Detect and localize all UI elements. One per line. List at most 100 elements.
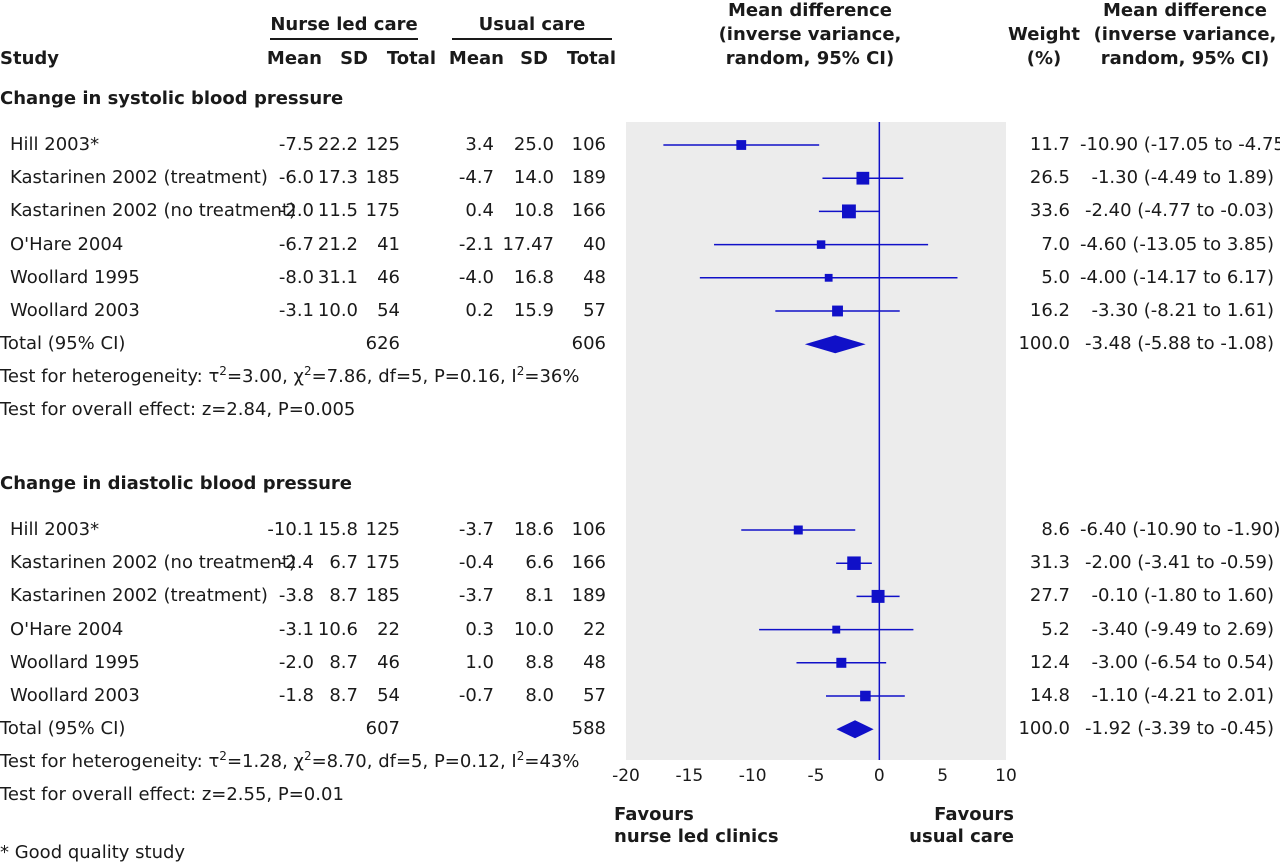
weight-header-line2: (%) — [1026, 48, 1062, 69]
nurse-sd-header: SD — [340, 48, 368, 69]
cell-usual-mean: -0.7 — [458, 685, 494, 706]
cell-nurse-mean: -2.4 — [278, 552, 314, 574]
point-estimate-marker — [824, 273, 833, 282]
cell-usual-mean: -0.4 — [458, 552, 494, 574]
nurse-mean-header: Mean — [266, 48, 322, 69]
cell-usual-total: 22 — [583, 618, 606, 640]
x-tick-label: 0 — [874, 766, 885, 786]
cell-name: Kastarinen 2002 (treatment) — [10, 167, 268, 189]
heterogeneity-tau-sup: 2 — [219, 749, 227, 764]
weight-header-line1: Weight — [1008, 24, 1080, 45]
cell-usual-total: 189 — [571, 585, 606, 607]
cell-usual-sd: 6.6 — [525, 552, 554, 574]
cell-nurse-mean: -8.0 — [278, 266, 314, 288]
heterogeneity-chi: χ — [293, 751, 304, 773]
cell-ci-text: -3.30 (-8.21 to 1.61) — [1091, 300, 1274, 321]
total-label: Total (95% CI) — [0, 333, 126, 355]
x-tick-label: -15 — [675, 766, 703, 786]
cell-usual-total: 57 — [583, 300, 606, 321]
point-estimate-marker — [871, 589, 885, 603]
total-weight: 100.0 — [1018, 718, 1070, 740]
cell-nurse-mean: -1.8 — [278, 685, 314, 706]
md-col-header-line2: (inverse variance, — [1093, 24, 1277, 45]
cell-name: Hill 2003* — [10, 519, 100, 540]
overall-effect-test: Test for overall effect: z=2.55, P=0.01 — [0, 784, 344, 806]
cell-weight: 12.4 — [1029, 651, 1070, 673]
heterogeneity-i-val: =36% — [524, 366, 580, 388]
cell-nurse-sd: 11.5 — [317, 200, 358, 222]
cell-usual-mean: -3.7 — [458, 519, 494, 540]
cell-usual-sd: 15.9 — [513, 300, 554, 321]
md-plot-header-line3: random, 95% CI) — [725, 48, 895, 69]
cell-usual-mean: 0.3 — [465, 618, 494, 640]
x-tick-label: -20 — [612, 766, 640, 786]
cell-weight: 8.6 — [1041, 519, 1070, 540]
point-estimate-marker — [847, 556, 861, 570]
heterogeneity-chi-sup: 2 — [303, 364, 312, 379]
cell-nurse-total: 125 — [365, 519, 400, 540]
heterogeneity-tau: τ — [208, 751, 220, 773]
heterogeneity-chi-sup: 2 — [303, 749, 312, 764]
cell-usual-sd: 8.1 — [525, 585, 554, 607]
cell-nurse-mean: -3.1 — [278, 618, 314, 640]
md-plot-header-line1: Mean difference — [728, 0, 892, 21]
heterogeneity-chi-val: =8.70, df=5, P=0.12, I — [311, 751, 517, 773]
cell-nurse-sd: 10.6 — [317, 618, 358, 640]
cell-nurse-mean: -6.7 — [278, 233, 314, 255]
usual-total-header: Total — [566, 48, 616, 69]
heterogeneity-i-sup: 2 — [516, 364, 525, 379]
cell-nurse-total: 54 — [377, 300, 400, 321]
cell-nurse-sd: 6.7 — [329, 552, 358, 574]
x-tick-label: 10 — [995, 766, 1017, 786]
cell-nurse-mean: -3.1 — [278, 300, 314, 321]
cell-name: Kastarinen 2002 (no treatment) — [10, 552, 297, 574]
point-estimate-marker — [860, 690, 871, 702]
heterogeneity-prefix: Test for heterogeneity: — [0, 366, 209, 388]
cell-weight: 27.7 — [1029, 585, 1070, 607]
heterogeneity-tau-sup: 2 — [219, 364, 227, 379]
cell-nurse-mean: -2.0 — [278, 651, 314, 673]
cell-weight: 16.2 — [1029, 300, 1070, 321]
cell-name: Woollard 1995 — [10, 651, 140, 673]
cell-ci-text: -2.40 (-4.77 to -0.03) — [1085, 200, 1274, 222]
cell-usual-total: 48 — [583, 651, 606, 673]
cell-nurse-sd: 17.3 — [317, 167, 358, 189]
cell-weight: 31.3 — [1029, 552, 1070, 574]
point-estimate-marker — [736, 140, 747, 150]
x-tick-label: -5 — [808, 766, 825, 786]
cell-usual-sd: 14.0 — [513, 167, 554, 189]
md-plot-header-line2: (inverse variance, — [718, 24, 902, 45]
cell-name: Woollard 2003 — [10, 685, 140, 706]
cell-usual-total: 106 — [571, 519, 606, 540]
pooled-diamond — [804, 335, 866, 354]
cell-name: Kastarinen 2002 (no treatment) — [10, 200, 297, 222]
cell-ci-text: -4.60 (-13.05 to 3.85) — [1080, 233, 1274, 255]
cell-name: Hill 2003* — [10, 134, 100, 155]
section-title: Change in diastolic blood pressure — [0, 473, 352, 494]
cell-usual-sd: 8.0 — [525, 685, 554, 706]
usual-sd-header: SD — [520, 48, 548, 69]
cell-nurse-mean: -6.0 — [278, 167, 314, 189]
heterogeneity-i-val: =43% — [524, 751, 580, 773]
total-ci: -3.48 (-5.88 to -1.08) — [1085, 333, 1274, 355]
usual-group-header: Usual care — [478, 14, 586, 35]
cell-usual-sd: 8.8 — [525, 651, 554, 673]
total-weight: 100.0 — [1018, 333, 1070, 355]
cell-usual-total: 166 — [571, 200, 606, 222]
overall-effect-test: Test for overall effect: z=2.84, P=0.005 — [0, 399, 356, 421]
cell-weight: 5.2 — [1041, 618, 1070, 640]
point-estimate-marker — [832, 305, 843, 317]
cell-usual-sd: 18.6 — [513, 519, 554, 540]
cell-nurse-sd: 21.2 — [317, 233, 358, 255]
cell-nurse-total: 125 — [365, 134, 400, 155]
heterogeneity-prefix: Test for heterogeneity: — [0, 751, 209, 773]
cell-nurse-total: 185 — [365, 167, 400, 189]
heterogeneity-test: Test for heterogeneity: τ2=3.00, χ2=7.86… — [0, 364, 580, 388]
cell-name: Woollard 1995 — [10, 266, 140, 288]
cell-weight: 33.6 — [1029, 200, 1070, 222]
cell-weight: 11.7 — [1029, 134, 1070, 155]
total-usual: 588 — [571, 718, 606, 740]
cell-usual-sd: 10.8 — [513, 200, 554, 222]
cell-usual-total: 189 — [571, 167, 606, 189]
